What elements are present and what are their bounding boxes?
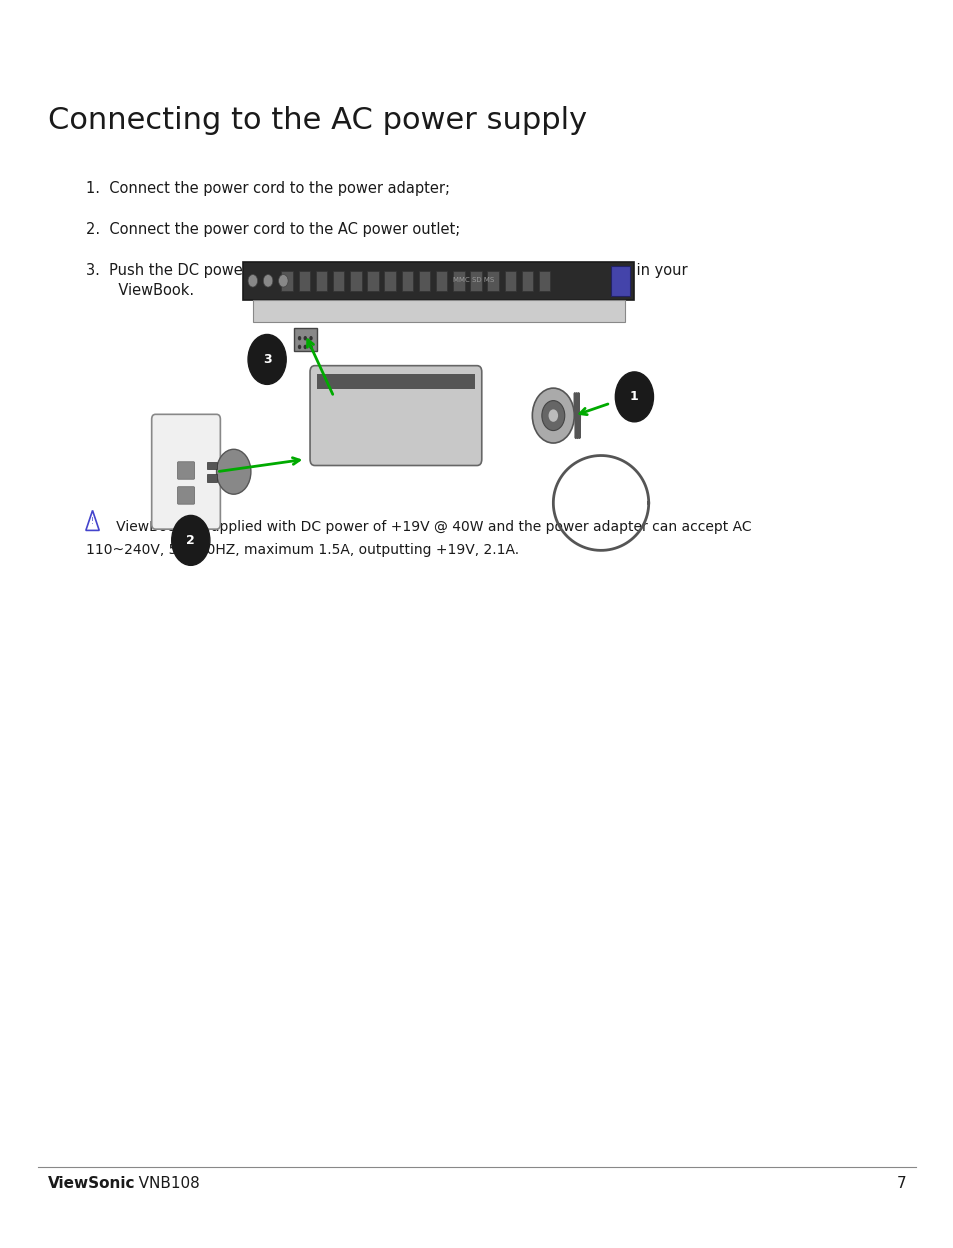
Polygon shape bbox=[367, 271, 378, 291]
Polygon shape bbox=[298, 271, 310, 291]
Polygon shape bbox=[470, 271, 481, 291]
FancyBboxPatch shape bbox=[310, 366, 481, 466]
Polygon shape bbox=[253, 300, 624, 322]
Circle shape bbox=[309, 344, 313, 349]
Polygon shape bbox=[504, 271, 516, 291]
FancyBboxPatch shape bbox=[177, 462, 194, 479]
Polygon shape bbox=[294, 328, 316, 351]
Text: 7: 7 bbox=[896, 1176, 905, 1191]
Polygon shape bbox=[610, 266, 629, 296]
Text: VNB108: VNB108 bbox=[124, 1176, 199, 1191]
Polygon shape bbox=[350, 271, 361, 291]
Polygon shape bbox=[316, 374, 475, 389]
FancyBboxPatch shape bbox=[177, 487, 194, 504]
Circle shape bbox=[297, 344, 301, 349]
Circle shape bbox=[532, 388, 574, 443]
Circle shape bbox=[216, 449, 251, 494]
Circle shape bbox=[548, 409, 558, 422]
Polygon shape bbox=[521, 271, 533, 291]
Polygon shape bbox=[436, 271, 447, 291]
Circle shape bbox=[303, 336, 307, 341]
Text: 3.  Push the DC power connector of the power adapter into the power jack in your: 3. Push the DC power connector of the po… bbox=[86, 263, 687, 298]
Polygon shape bbox=[418, 271, 430, 291]
Polygon shape bbox=[207, 462, 216, 469]
Circle shape bbox=[303, 344, 307, 349]
Polygon shape bbox=[281, 271, 293, 291]
Circle shape bbox=[248, 334, 286, 384]
Circle shape bbox=[248, 275, 257, 287]
Text: 1.  Connect the power cord to the power adapter;: 1. Connect the power cord to the power a… bbox=[86, 181, 450, 196]
Text: 110~240V, 50~60HZ, maximum 1.5A, outputting +19V, 2.1A.: 110~240V, 50~60HZ, maximum 1.5A, outputt… bbox=[86, 543, 518, 557]
Polygon shape bbox=[453, 271, 464, 291]
Polygon shape bbox=[401, 271, 413, 291]
Polygon shape bbox=[487, 271, 498, 291]
Text: !: ! bbox=[91, 517, 94, 527]
FancyBboxPatch shape bbox=[152, 414, 220, 529]
FancyArrowPatch shape bbox=[307, 339, 333, 394]
Polygon shape bbox=[243, 262, 634, 300]
Text: 3: 3 bbox=[262, 353, 272, 366]
Text: Connecting to the AC power supply: Connecting to the AC power supply bbox=[48, 106, 586, 135]
Circle shape bbox=[278, 275, 288, 287]
Circle shape bbox=[615, 372, 653, 422]
Polygon shape bbox=[315, 271, 327, 291]
Circle shape bbox=[309, 336, 313, 341]
Text: ViewBook is supplied with DC power of +19V @ 40W and the power adapter can accep: ViewBook is supplied with DC power of +1… bbox=[103, 520, 751, 534]
Circle shape bbox=[297, 336, 301, 341]
Text: 2.  Connect the power cord to the AC power outlet;: 2. Connect the power cord to the AC powe… bbox=[86, 222, 459, 237]
Polygon shape bbox=[207, 474, 216, 482]
Circle shape bbox=[541, 401, 564, 431]
Polygon shape bbox=[333, 271, 344, 291]
Text: 2: 2 bbox=[186, 534, 195, 547]
Circle shape bbox=[172, 515, 210, 565]
Polygon shape bbox=[538, 271, 550, 291]
Text: ViewSonic: ViewSonic bbox=[48, 1176, 135, 1191]
Circle shape bbox=[263, 275, 273, 287]
Polygon shape bbox=[384, 271, 395, 291]
Text: 1: 1 bbox=[629, 391, 639, 403]
FancyArrowPatch shape bbox=[579, 404, 607, 414]
Text: MMC SD MS: MMC SD MS bbox=[453, 277, 494, 282]
